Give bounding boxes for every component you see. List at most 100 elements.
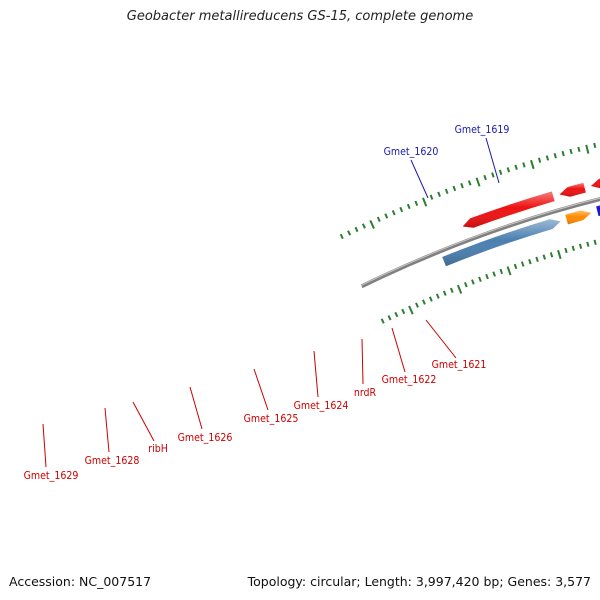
gene-label[interactable]: Gmet_1620: [384, 146, 439, 158]
minor-tick: [406, 203, 411, 210]
minor-tick: [399, 206, 404, 213]
gene-ribH-b-shading: [596, 205, 600, 217]
minor-tick: [514, 164, 518, 171]
minor-tick: [586, 241, 590, 247]
accession-text: Accession: NC_007517: [9, 574, 152, 589]
gene-labels: Gmet_1619 Gmet_1620 Gmet_1621 Gmet_1622 nrdR…: [24, 124, 510, 482]
gene-ribH-shading: [590, 178, 600, 189]
major-tick: [475, 177, 481, 187]
minor-tick: [498, 169, 503, 176]
gene-label[interactable]: Gmet_1619: [455, 124, 510, 136]
minor-tick: [593, 239, 597, 245]
minor-tick: [428, 296, 433, 302]
minor-tick: [485, 273, 489, 280]
minor-tick: [391, 210, 396, 216]
gene-label[interactable]: Gmet_1624: [294, 400, 349, 412]
gene-label[interactable]: Gmet_1626: [178, 432, 233, 444]
minor-tick: [361, 223, 366, 229]
minor-tick: [437, 191, 441, 197]
minor-tick: [520, 261, 525, 267]
minor-tick: [452, 185, 457, 192]
minor-tick: [553, 153, 557, 159]
leader-line: [425, 319, 457, 359]
minor-tick: [394, 311, 399, 318]
minor-tick: [460, 182, 464, 189]
leader-line: [485, 137, 500, 184]
minor-tick: [499, 268, 504, 275]
minor-tick: [339, 233, 344, 240]
gene-1629-shading: [462, 191, 555, 228]
gene-label[interactable]: Gmet_1622: [382, 374, 437, 386]
minor-tick: [347, 230, 352, 236]
major-tick: [530, 159, 535, 170]
leader-line: [361, 338, 364, 385]
minor-tick: [522, 162, 526, 168]
minor-tick: [535, 256, 539, 263]
minor-tick: [545, 155, 550, 161]
major-tick: [506, 266, 512, 276]
minor-tick: [528, 258, 532, 265]
minor-tick: [513, 263, 518, 270]
gene-label[interactable]: nrdR: [354, 387, 377, 399]
major-tick: [585, 144, 590, 154]
leader-line: [132, 401, 155, 442]
minor-tick: [549, 252, 554, 258]
gene-1629-b-shading: [442, 219, 561, 267]
leader-line: [391, 327, 406, 373]
major-tick: [456, 284, 463, 294]
leader-line: [253, 368, 269, 411]
gene-1628-shading: [559, 182, 586, 197]
genome-summary: Topology: circular; Length: 3,997,420 bp…: [247, 574, 591, 589]
minor-tick: [429, 194, 434, 200]
minor-tick: [542, 254, 546, 260]
leader-line: [313, 350, 319, 398]
minor-tick: [593, 142, 597, 149]
leader-line: [42, 423, 47, 468]
minor-tick: [422, 299, 426, 305]
outer-tick-ring: [339, 142, 597, 240]
minor-tick: [442, 290, 447, 296]
minor-tick: [537, 157, 542, 163]
minor-tick: [561, 150, 565, 157]
minor-tick: [435, 293, 440, 299]
major-tick: [408, 305, 414, 315]
minor-tick: [401, 308, 406, 315]
leader-line: [410, 159, 429, 199]
inner-tick-ring: [380, 239, 597, 324]
gene-label[interactable]: Gmet_1621: [432, 359, 487, 371]
gene-track: [442, 178, 600, 267]
map-title: Geobacter metallireducens GS-15, complet…: [126, 9, 474, 24]
minor-tick: [569, 148, 573, 155]
minor-tick: [467, 180, 472, 186]
major-tick: [557, 249, 562, 260]
minor-tick: [415, 302, 419, 308]
minor-tick: [564, 247, 568, 254]
gene-label[interactable]: ribH: [148, 443, 168, 455]
major-tick: [422, 197, 428, 207]
minor-tick: [380, 318, 385, 324]
minor-tick: [491, 172, 495, 178]
minor-tick: [571, 245, 575, 252]
minor-tick: [577, 146, 581, 153]
minor-tick: [444, 188, 449, 195]
minor-tick: [449, 287, 454, 294]
minor-tick: [492, 271, 496, 277]
gene-label[interactable]: Gmet_1629: [24, 470, 79, 482]
minor-tick: [483, 174, 487, 181]
minor-tick: [414, 200, 419, 206]
minor-tick: [354, 226, 359, 233]
minor-tick: [506, 167, 511, 173]
label-leader-lines: [42, 137, 500, 468]
minor-tick: [478, 276, 482, 282]
genome-backbone-highlight: [360, 197, 600, 286]
major-tick: [369, 219, 375, 229]
minor-tick: [384, 213, 389, 219]
minor-tick: [387, 315, 392, 321]
gene-1628-b-shading: [565, 210, 592, 225]
minor-tick: [578, 243, 583, 249]
minor-tick: [376, 216, 381, 222]
gene-label[interactable]: Gmet_1628: [85, 455, 140, 467]
leader-line: [189, 386, 203, 430]
gene-label[interactable]: Gmet_1625: [244, 413, 299, 425]
